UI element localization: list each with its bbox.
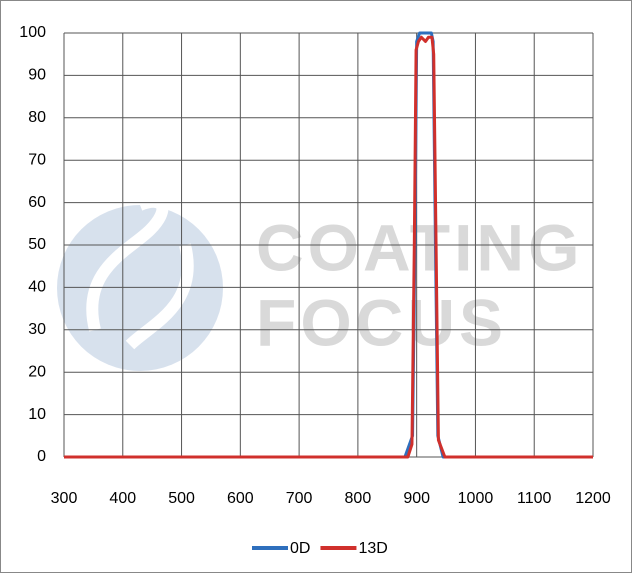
legend-label: 0D [290, 540, 310, 557]
x-tick-label: 900 [403, 490, 430, 507]
x-tick-label: 600 [227, 490, 254, 507]
y-tick-label: 40 [28, 279, 46, 296]
y-tick-label: 10 [28, 406, 46, 423]
y-tick-label: 80 [28, 109, 46, 126]
y-tick-label: 60 [28, 194, 46, 211]
watermark-text: COATING [256, 210, 583, 284]
watermark-text: FOCUS [256, 285, 507, 359]
series-line [64, 35, 593, 459]
y-tick-label: 0 [37, 448, 46, 465]
x-tick-label: 1000 [458, 490, 494, 507]
legend-label: 13D [358, 540, 387, 557]
x-tick-label: 500 [168, 490, 195, 507]
y-tick-label: 20 [28, 363, 46, 380]
x-tick-label: 800 [345, 490, 372, 507]
y-tick-label: 70 [28, 151, 46, 168]
x-tick-label: 400 [109, 490, 136, 507]
y-tick-label: 50 [28, 236, 46, 253]
y-tick-label: 30 [28, 321, 46, 338]
y-tick-label: 90 [28, 67, 46, 84]
x-tick-label: 1200 [575, 490, 611, 507]
x-tick-label: 300 [51, 490, 78, 507]
x-tick-label: 700 [286, 490, 313, 507]
y-tick-label: 100 [19, 24, 46, 41]
x-tick-label: 1100 [517, 490, 552, 507]
